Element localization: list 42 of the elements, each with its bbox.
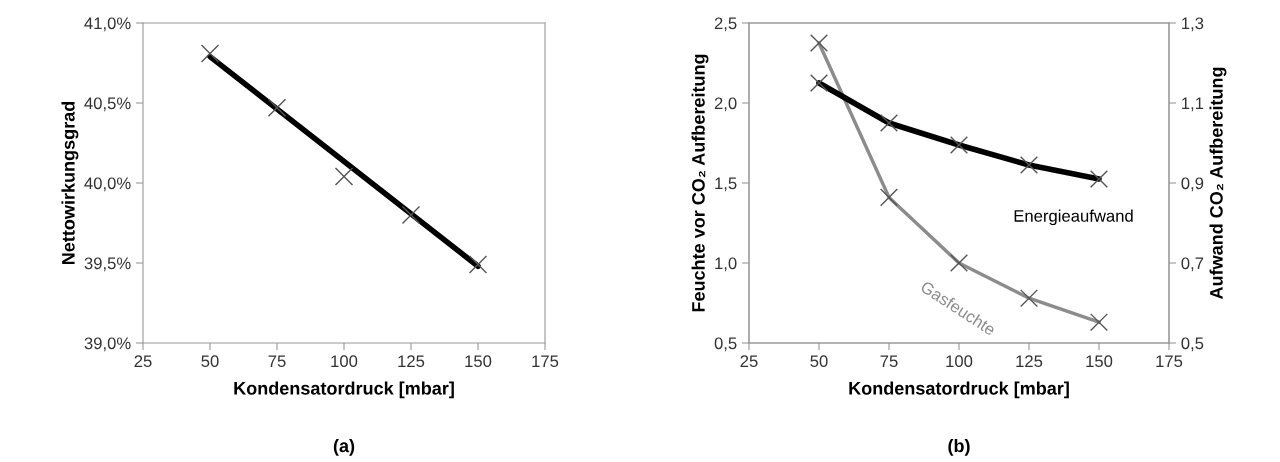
- point: [468, 255, 488, 274]
- x-axis-title: Kondensatordruck [mbar]: [849, 381, 1069, 399]
- x-tick-label: 25: [740, 355, 758, 368]
- y2-tick-label: 0,5: [1181, 337, 1204, 352]
- x-tick-label: 100: [331, 355, 358, 368]
- y-tick-label: 1,5: [715, 177, 737, 192]
- x-tick-label: 150: [465, 355, 492, 368]
- y-axis-title: Nettowirkungsgrad: [61, 101, 79, 265]
- x-tick-label: 50: [810, 355, 828, 368]
- point: [200, 44, 220, 63]
- x-tick-label: 125: [1016, 355, 1043, 368]
- x-tick-label: 50: [201, 355, 219, 368]
- y-tick-label: 1,0: [715, 257, 737, 272]
- y-tick-label: 39,5%: [84, 257, 131, 272]
- y2-tick-label: 1,1: [1182, 97, 1204, 112]
- x-tick-label: 175: [532, 355, 559, 368]
- y2-tick-label: 0,7: [1181, 257, 1204, 272]
- y-tick-label: 41,0%: [84, 17, 131, 32]
- text: Energieaufwand: [1014, 209, 1133, 226]
- x-tick-label: 100: [946, 355, 973, 368]
- text: (a): [333, 439, 355, 456]
- text: (b): [948, 439, 970, 456]
- y-tick-label: 40,0%: [84, 177, 131, 192]
- y-axis-title: Feuchte vor CO₂ Aufbereitung: [691, 54, 709, 312]
- x-tick-label: 25: [134, 355, 152, 368]
- y-tick-label: 2,5: [714, 17, 737, 32]
- x-tick-label: 75: [268, 355, 286, 368]
- y2-tick-label: 1,3: [1182, 17, 1204, 32]
- x-tick-label: 125: [398, 355, 425, 368]
- point: [334, 167, 354, 186]
- x-axis-title: Kondensatordruck [mbar]: [234, 381, 454, 399]
- y-tick-label: 40,5%: [84, 97, 131, 112]
- y2-axis-title: Aufwand CO₂ Aufbereitung: [1209, 67, 1227, 300]
- y-tick-label: 39,0%: [84, 337, 131, 352]
- y-tick-label: 2,0: [714, 97, 737, 112]
- point: [401, 205, 421, 225]
- x-tick-label: 175: [1156, 355, 1183, 368]
- y2-tick-label: 0,9: [1181, 177, 1204, 192]
- point: [267, 98, 287, 118]
- x-tick-label: 150: [1086, 355, 1113, 368]
- y-tick-label: 0,5: [714, 337, 737, 352]
- x-tick-label: 75: [880, 355, 898, 368]
